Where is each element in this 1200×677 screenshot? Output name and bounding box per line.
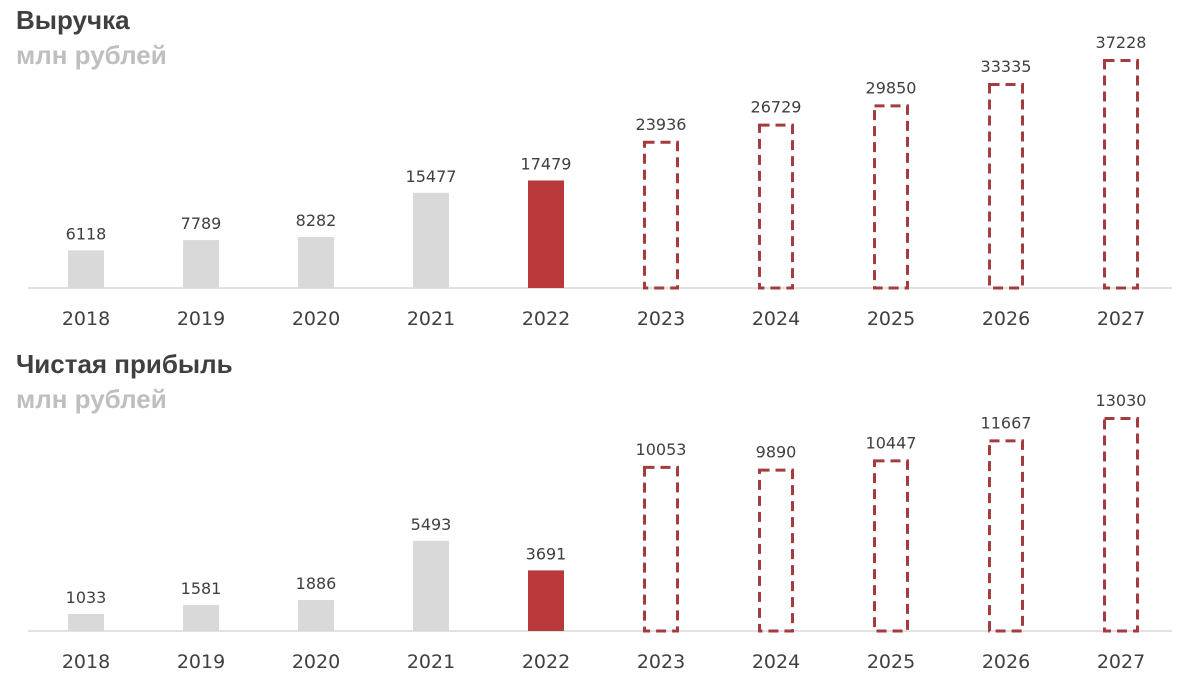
x-tick-label-2026: 2026	[982, 651, 1030, 673]
bar-2021	[413, 192, 449, 288]
data-label-2020: 8282	[296, 211, 337, 230]
revenue-bar-chart: 6118 2018 7789 2019 8282 2020 15477 2021 17479 20…	[28, 33, 1172, 330]
x-tick-label-2022: 2022	[522, 308, 570, 330]
x-tick-label-2020: 2020	[292, 651, 340, 673]
bar-2027	[1103, 59, 1139, 290]
bar-2019	[183, 605, 219, 631]
net-profit-bar-chart: 1033 2018 1581 2019 1886 2020 5493 2021 3691 2022…	[28, 391, 1172, 673]
data-label-2027: 13030	[1096, 391, 1147, 410]
x-tick-label-2019: 2019	[177, 308, 225, 330]
data-label-2023: 10053	[636, 440, 687, 459]
bar-2019	[183, 240, 219, 288]
x-tick-label-2024: 2024	[752, 651, 800, 673]
bar-2022	[528, 180, 564, 288]
bar-2024	[758, 123, 794, 290]
net-profit-chart-title: Чистая прибыль	[16, 349, 233, 379]
bar-2026	[988, 82, 1024, 290]
bar-2025	[873, 459, 909, 633]
bar-2018	[68, 614, 104, 631]
data-label-2024: 9890	[756, 443, 797, 462]
revenue-panel: Выручка млн рублей 6118 2018 7789 2019 8282 2…	[0, 0, 1200, 338]
data-label-2027: 37228	[1096, 33, 1147, 52]
x-tick-label-2024: 2024	[752, 308, 800, 330]
data-label-2019: 7789	[181, 214, 222, 233]
bar-2020	[298, 237, 334, 288]
bar-2021	[413, 540, 449, 631]
data-label-2026: 33335	[981, 57, 1032, 76]
x-tick-label-2022: 2022	[522, 651, 570, 673]
data-label-2021: 5493	[411, 515, 452, 534]
bar-2020	[298, 600, 334, 631]
net-profit-chart-subtitle: млн рублей	[16, 384, 167, 414]
x-tick-label-2027: 2027	[1097, 308, 1145, 330]
bar-2026	[988, 439, 1024, 633]
bar-2023	[643, 465, 679, 633]
data-label-2020: 1886	[296, 574, 337, 593]
x-tick-label-2025: 2025	[867, 308, 915, 330]
bar-2025	[873, 104, 909, 290]
x-tick-label-2025: 2025	[867, 651, 915, 673]
x-tick-label-2021: 2021	[407, 308, 455, 330]
data-label-2021: 15477	[406, 167, 457, 186]
x-tick-label-2020: 2020	[292, 308, 340, 330]
x-tick-label-2027: 2027	[1097, 651, 1145, 673]
x-tick-label-2018: 2018	[62, 651, 110, 673]
x-tick-label-2021: 2021	[407, 651, 455, 673]
bar-2027	[1103, 417, 1139, 633]
data-label-2022: 3691	[526, 544, 567, 563]
data-label-2025: 10447	[866, 433, 917, 452]
bar-2022	[528, 570, 564, 631]
data-label-2018: 6118	[66, 224, 107, 243]
data-label-2019: 1581	[181, 579, 222, 598]
x-tick-label-2023: 2023	[637, 308, 685, 330]
data-label-2023: 23936	[636, 115, 687, 134]
x-tick-label-2018: 2018	[62, 308, 110, 330]
data-label-2025: 29850	[866, 78, 917, 97]
net-profit-panel: Чистая прибыль млн рублей 1033 2018 1581 20…	[0, 344, 1200, 677]
bar-2024	[758, 468, 794, 633]
revenue-chart-title: Выручка	[16, 5, 130, 35]
revenue-chart-subtitle: млн рублей	[16, 40, 167, 70]
x-tick-label-2019: 2019	[177, 651, 225, 673]
bar-2018	[68, 250, 104, 288]
data-label-2026: 11667	[981, 413, 1032, 432]
x-tick-label-2026: 2026	[982, 308, 1030, 330]
bar-2023	[643, 140, 679, 290]
x-tick-label-2023: 2023	[637, 651, 685, 673]
data-label-2018: 1033	[66, 588, 107, 607]
data-label-2024: 26729	[751, 98, 802, 117]
data-label-2022: 17479	[521, 154, 572, 173]
